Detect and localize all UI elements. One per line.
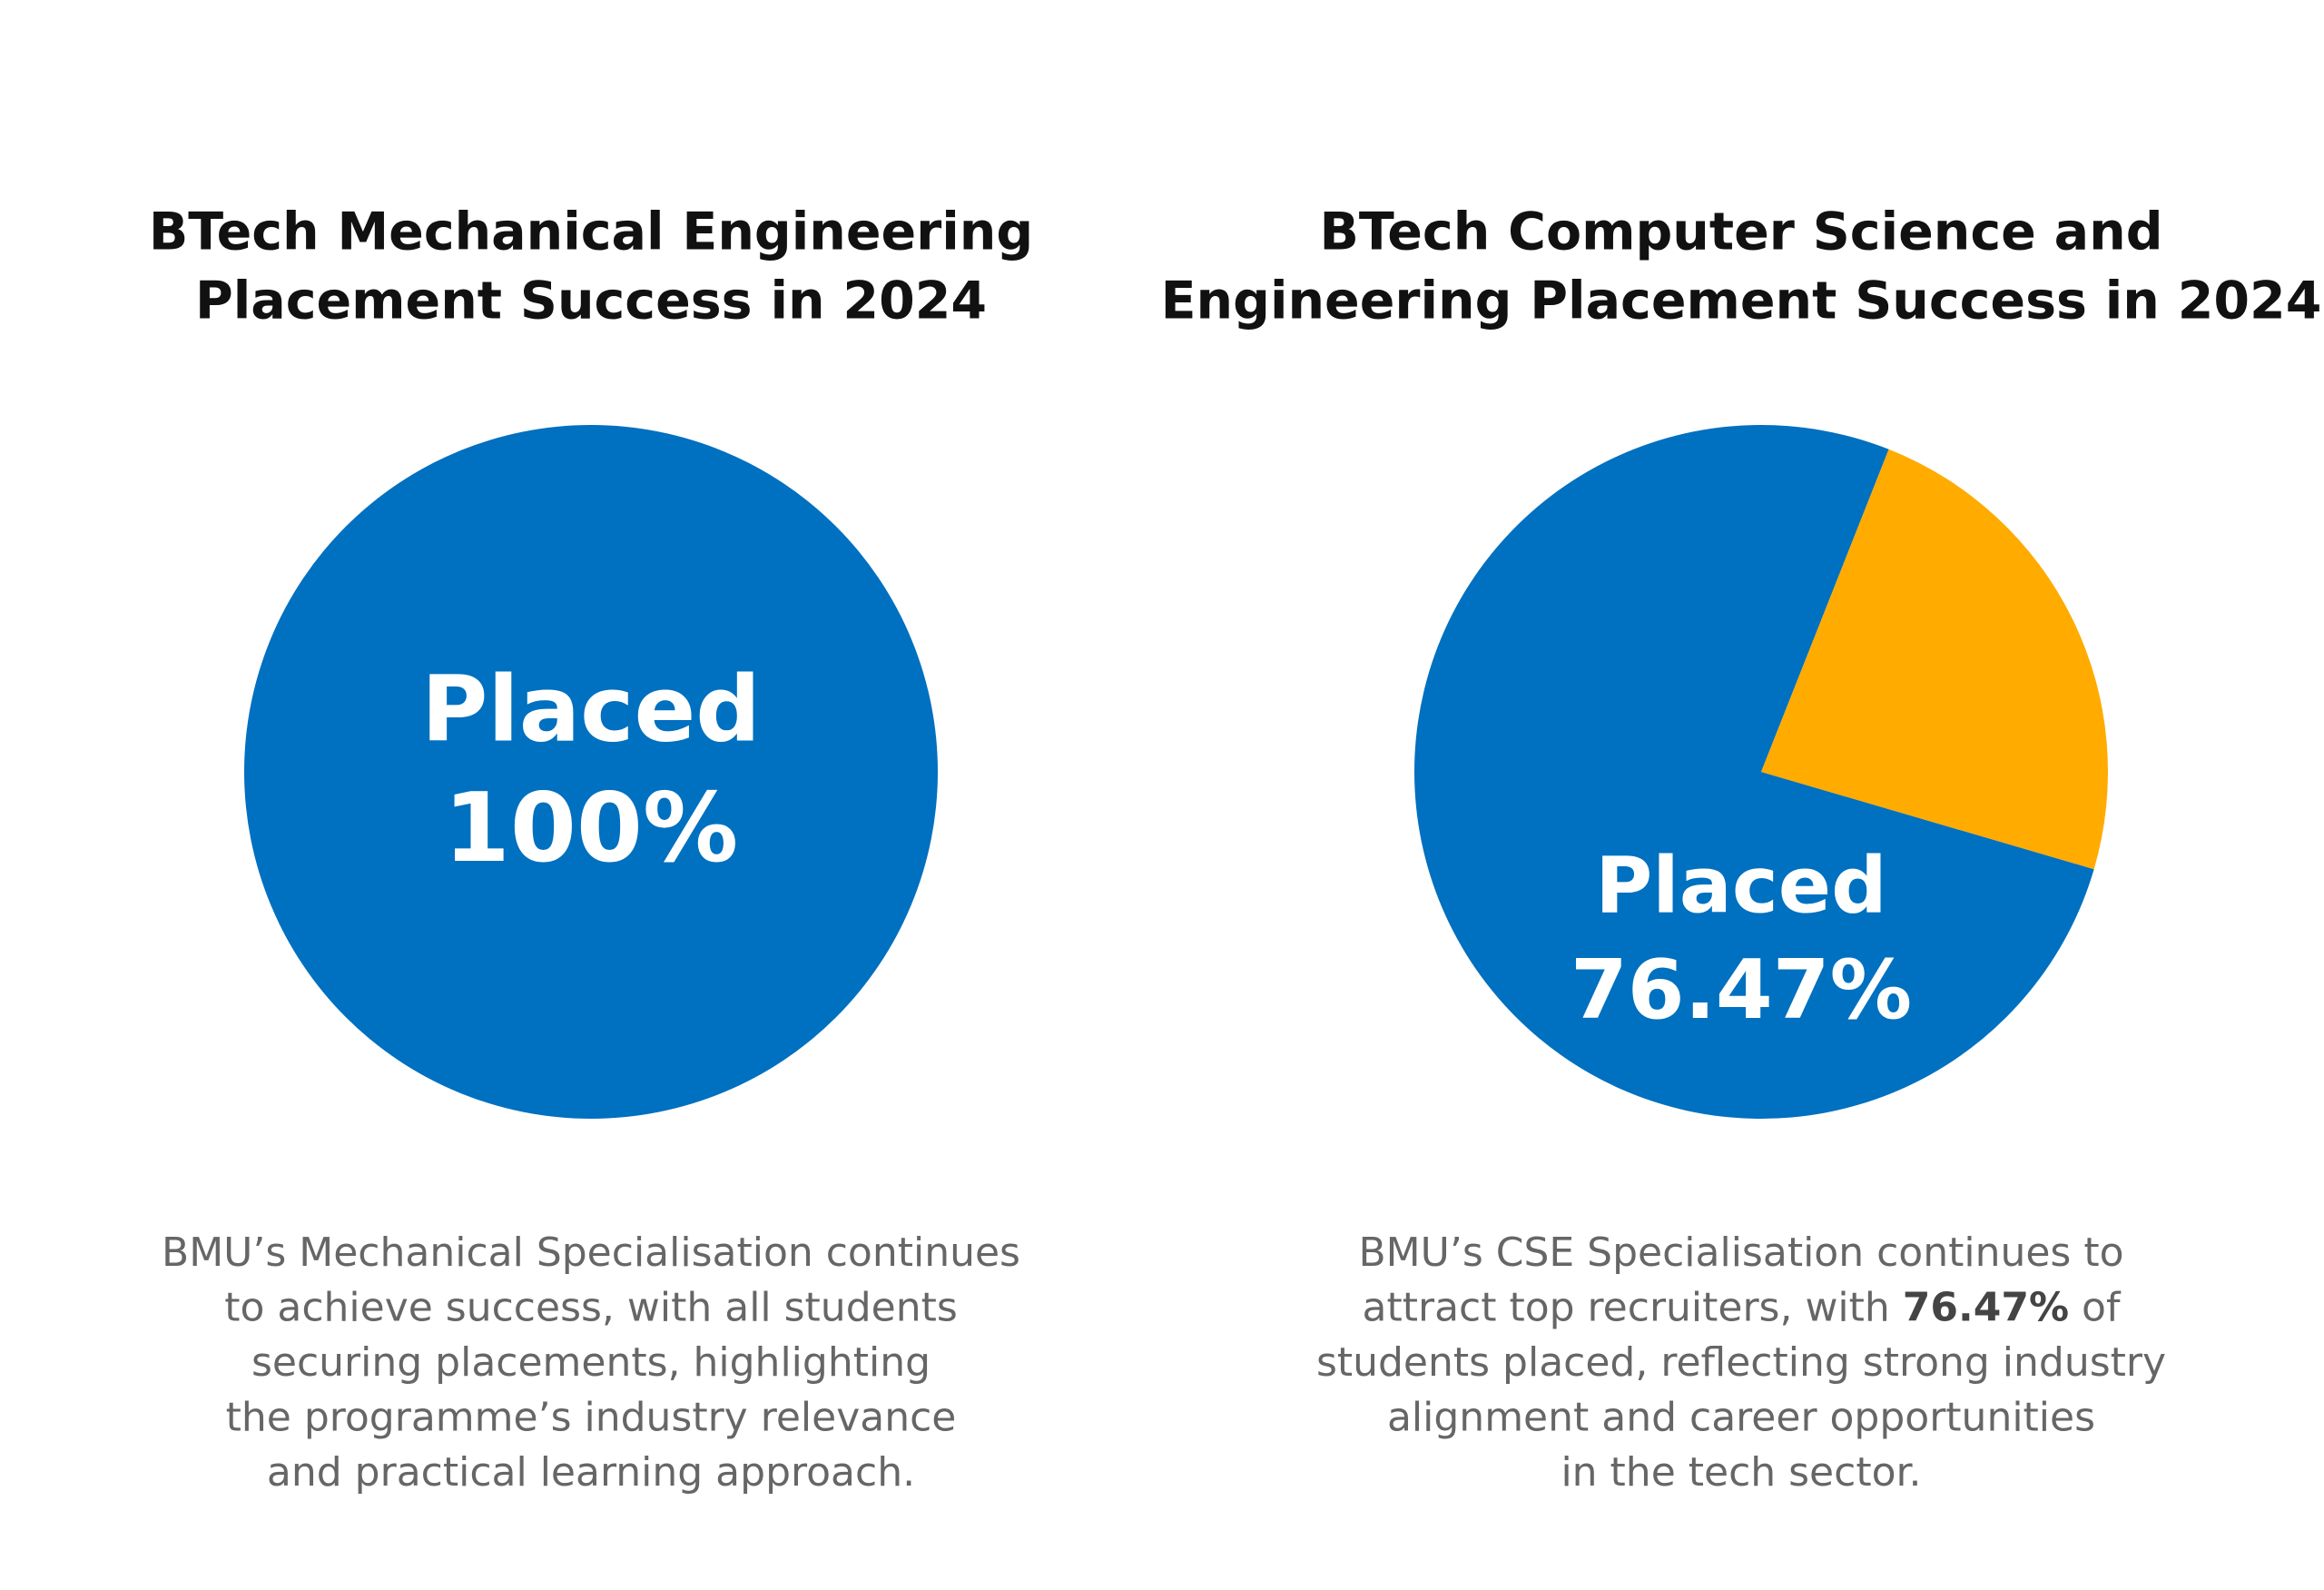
caption-text: BMU’s CSE Specialisation continues to bbox=[1358, 1230, 2123, 1276]
caption-line: in the tech sector. bbox=[1561, 1449, 1921, 1496]
caption-text: BMU’s Mechanical Specialisation continue… bbox=[162, 1230, 1020, 1276]
slice-category: Placed bbox=[1595, 840, 1886, 931]
caption-text: attract top recruiters, with bbox=[1363, 1285, 1903, 1331]
chart-title: Engineering Placement Success in 2024 bbox=[1161, 272, 2322, 331]
caption-text: to achieve success, with all students bbox=[224, 1285, 958, 1331]
caption-line: the programme’s industry relevance bbox=[226, 1395, 957, 1441]
chart-title: BTech Mechanical Engineering bbox=[149, 202, 1033, 262]
caption-text: the programme’s industry relevance bbox=[226, 1395, 957, 1441]
slice-category: Placed bbox=[421, 656, 761, 762]
caption-line: BMU’s CSE Specialisation continues to bbox=[1358, 1230, 2123, 1276]
caption-text: and practical learning approach. bbox=[267, 1449, 915, 1496]
caption-text: in the tech sector. bbox=[1561, 1449, 1921, 1496]
caption-line: to achieve success, with all students bbox=[224, 1285, 958, 1331]
caption-text: students placed, reflecting strong indus… bbox=[1316, 1339, 2166, 1386]
chart-title: BTech Computer Science and bbox=[1319, 202, 2162, 262]
pie-slice bbox=[244, 425, 938, 1119]
chart-title: Placement Success in 2024 bbox=[195, 272, 987, 331]
caption-line: alignment and career opportunities bbox=[1387, 1395, 2095, 1441]
caption-line: securing placements, highlighting bbox=[251, 1339, 931, 1386]
pie-slice bbox=[1413, 424, 2094, 1119]
caption-text: securing placements, highlighting bbox=[251, 1339, 931, 1386]
caption-line: attract top recruiters, with 76.47% of bbox=[1363, 1285, 2122, 1331]
caption-text: of bbox=[2069, 1285, 2122, 1331]
slice-value-label: 100% bbox=[444, 773, 738, 884]
caption-line: students placed, reflecting strong indus… bbox=[1316, 1339, 2166, 1386]
slice-value-label: 76.47% bbox=[1571, 943, 1912, 1038]
caption-line: BMU’s Mechanical Specialisation continue… bbox=[162, 1230, 1020, 1276]
caption-line: and practical learning approach. bbox=[267, 1449, 915, 1496]
caption-text: 76.47% bbox=[1903, 1285, 2069, 1331]
pie-slice bbox=[1761, 449, 2108, 870]
caption-text: alignment and career opportunities bbox=[1387, 1395, 2095, 1441]
